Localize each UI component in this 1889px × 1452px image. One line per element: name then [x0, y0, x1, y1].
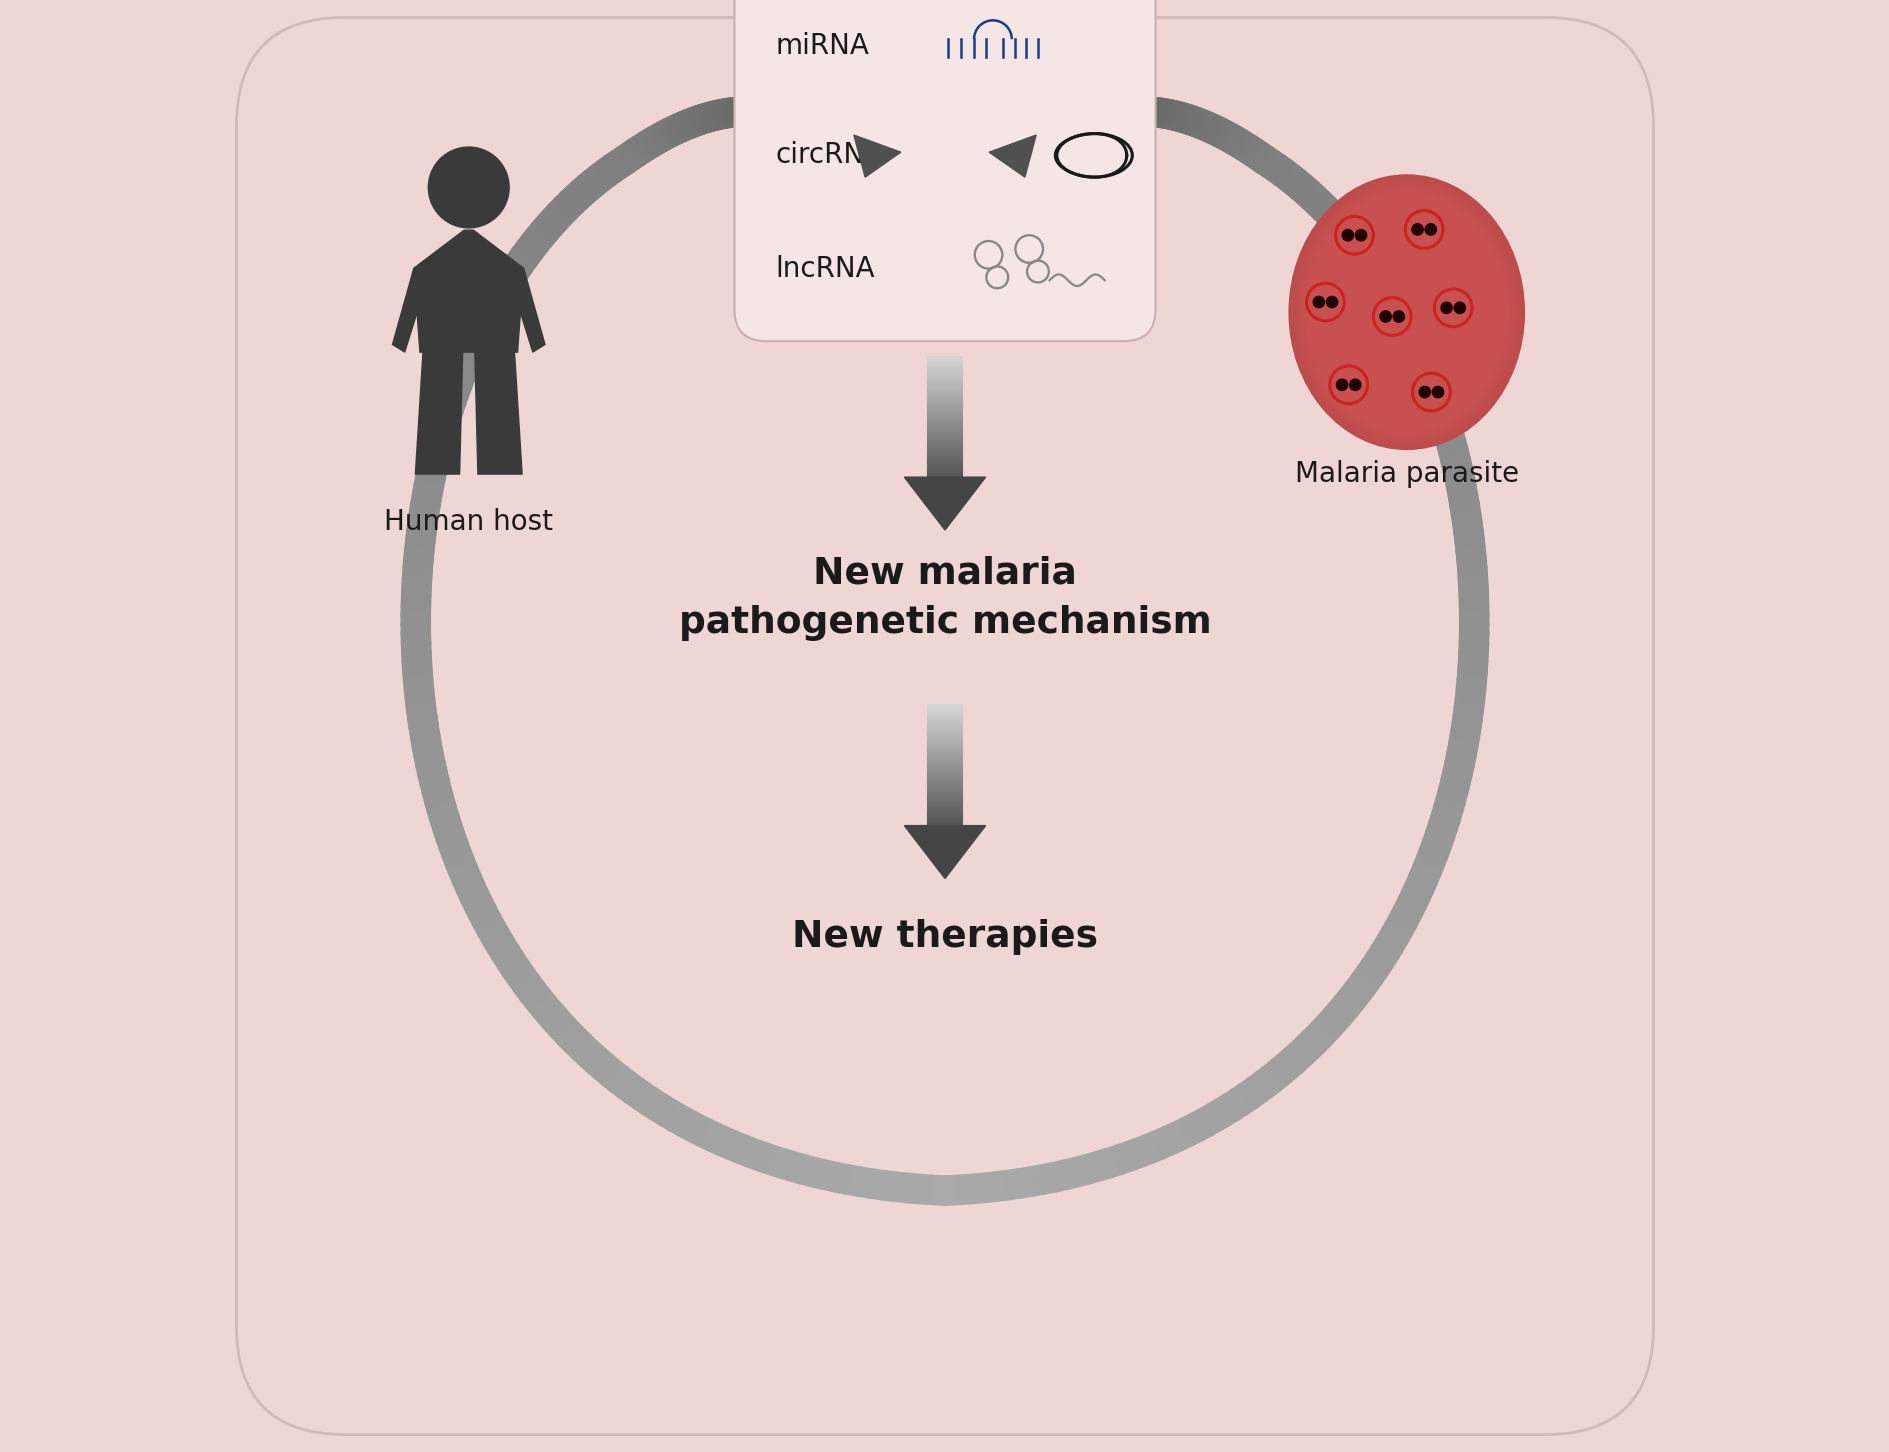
Circle shape	[1313, 296, 1324, 308]
Ellipse shape	[1302, 187, 1511, 437]
Text: circRNA: circRNA	[774, 141, 882, 170]
Ellipse shape	[1294, 180, 1519, 444]
Polygon shape	[474, 351, 521, 473]
Ellipse shape	[1303, 190, 1509, 434]
Polygon shape	[512, 269, 544, 351]
Circle shape	[1379, 311, 1390, 322]
Polygon shape	[988, 135, 1035, 177]
Circle shape	[1349, 379, 1360, 391]
Text: Human host: Human host	[383, 508, 553, 536]
Ellipse shape	[1298, 183, 1515, 440]
Ellipse shape	[1292, 179, 1521, 446]
Circle shape	[1341, 229, 1353, 241]
Circle shape	[1419, 386, 1430, 398]
Text: New malaria
pathogenetic mechanism: New malaria pathogenetic mechanism	[678, 556, 1211, 640]
Ellipse shape	[1288, 174, 1524, 449]
Circle shape	[1354, 229, 1366, 241]
FancyBboxPatch shape	[735, 0, 1154, 341]
Circle shape	[429, 147, 508, 228]
Circle shape	[1326, 296, 1337, 308]
Text: lncRNA: lncRNA	[774, 254, 875, 283]
Polygon shape	[416, 351, 463, 473]
Ellipse shape	[1305, 192, 1506, 431]
Polygon shape	[903, 826, 986, 878]
Ellipse shape	[1298, 184, 1513, 440]
Circle shape	[1392, 311, 1404, 322]
Ellipse shape	[1296, 183, 1517, 441]
Text: miRNA: miRNA	[774, 32, 869, 61]
Ellipse shape	[1294, 182, 1517, 443]
Circle shape	[1411, 224, 1422, 235]
Circle shape	[1424, 224, 1436, 235]
Ellipse shape	[1302, 189, 1509, 436]
Circle shape	[1453, 302, 1464, 314]
Polygon shape	[903, 478, 986, 530]
Ellipse shape	[1290, 176, 1523, 449]
Circle shape	[1432, 386, 1443, 398]
Ellipse shape	[1290, 177, 1521, 447]
Polygon shape	[854, 135, 901, 177]
Circle shape	[1439, 302, 1451, 314]
Circle shape	[1336, 379, 1347, 391]
Polygon shape	[414, 229, 523, 351]
Text: Malaria parasite: Malaria parasite	[1294, 460, 1519, 488]
Ellipse shape	[1300, 186, 1513, 439]
Text: New therapies: New therapies	[791, 919, 1098, 954]
Ellipse shape	[1305, 192, 1507, 433]
Ellipse shape	[1305, 192, 1506, 431]
FancyBboxPatch shape	[236, 17, 1653, 1435]
Polygon shape	[393, 269, 425, 351]
